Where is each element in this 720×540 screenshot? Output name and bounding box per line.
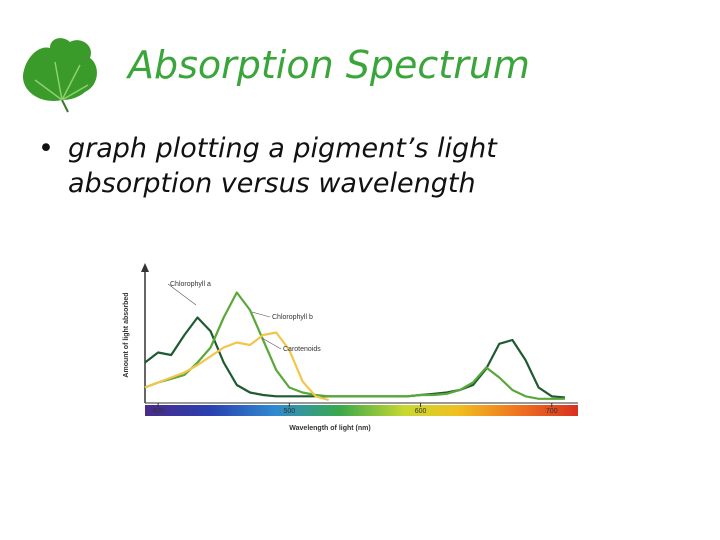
legend-leader xyxy=(261,337,282,350)
chart: Wavelength of light (nm) Amount of light… xyxy=(123,263,578,432)
x-tick-label: 600 xyxy=(415,408,427,415)
legend-label: Chlorophyll b xyxy=(272,314,313,321)
bullet-text: graph plotting a pigment’s light xyxy=(68,133,498,164)
x-tick-label: 700 xyxy=(546,408,558,415)
series-line xyxy=(144,291,565,400)
legend-label: Carotenoids xyxy=(283,346,321,353)
slide-title: Absorption Spectrum xyxy=(125,43,530,87)
legend-leader xyxy=(167,283,197,306)
y-axis-arrow xyxy=(141,263,149,272)
legend-leader xyxy=(251,311,271,318)
x-tick-label: 500 xyxy=(283,408,295,415)
x-tick-label: 400 xyxy=(152,408,164,415)
x-axis-title: Wavelength of light (nm) xyxy=(289,425,370,432)
y-axis-title: Amount of light absorbed xyxy=(123,292,130,377)
series-line xyxy=(144,331,329,402)
spectrum-bar xyxy=(145,405,578,416)
legend-label: Chlorophyll a xyxy=(170,281,211,288)
leaf-icon xyxy=(22,38,97,113)
bullet-text: absorption versus wavelength xyxy=(68,168,476,199)
bullet-marker: • xyxy=(38,133,54,164)
